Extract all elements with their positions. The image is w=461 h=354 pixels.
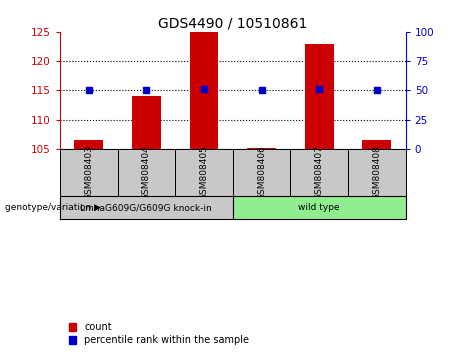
Text: GSM808404: GSM808404 [142, 145, 151, 200]
Text: LmnaG609G/G609G knock-in: LmnaG609G/G609G knock-in [81, 203, 212, 212]
Point [85, 88, 92, 93]
Bar [305, 44, 334, 149]
Bar [60, 196, 233, 219]
Bar [362, 140, 391, 149]
Bar [290, 149, 348, 196]
Bar [74, 140, 103, 149]
Bar [233, 196, 406, 219]
Text: GSM808405: GSM808405 [200, 145, 208, 200]
Bar [233, 149, 290, 196]
Point [200, 86, 207, 92]
Text: genotype/variation ▶: genotype/variation ▶ [5, 203, 100, 212]
Bar [60, 149, 118, 196]
Point [373, 88, 381, 93]
Bar [132, 96, 161, 149]
Text: GSM808406: GSM808406 [257, 145, 266, 200]
Bar [247, 148, 276, 149]
Text: wild type: wild type [298, 203, 340, 212]
Title: GDS4490 / 10510861: GDS4490 / 10510861 [158, 17, 307, 31]
Text: GSM808403: GSM808403 [84, 145, 93, 200]
Bar [348, 149, 406, 196]
Point [315, 86, 323, 92]
Bar [189, 32, 219, 149]
Bar [175, 149, 233, 196]
Point [258, 88, 266, 93]
Text: GSM808408: GSM808408 [372, 145, 381, 200]
Bar [118, 149, 175, 196]
Point [142, 88, 150, 93]
Legend: count, percentile rank within the sample: count, percentile rank within the sample [65, 319, 253, 349]
Text: GSM808407: GSM808407 [315, 145, 324, 200]
